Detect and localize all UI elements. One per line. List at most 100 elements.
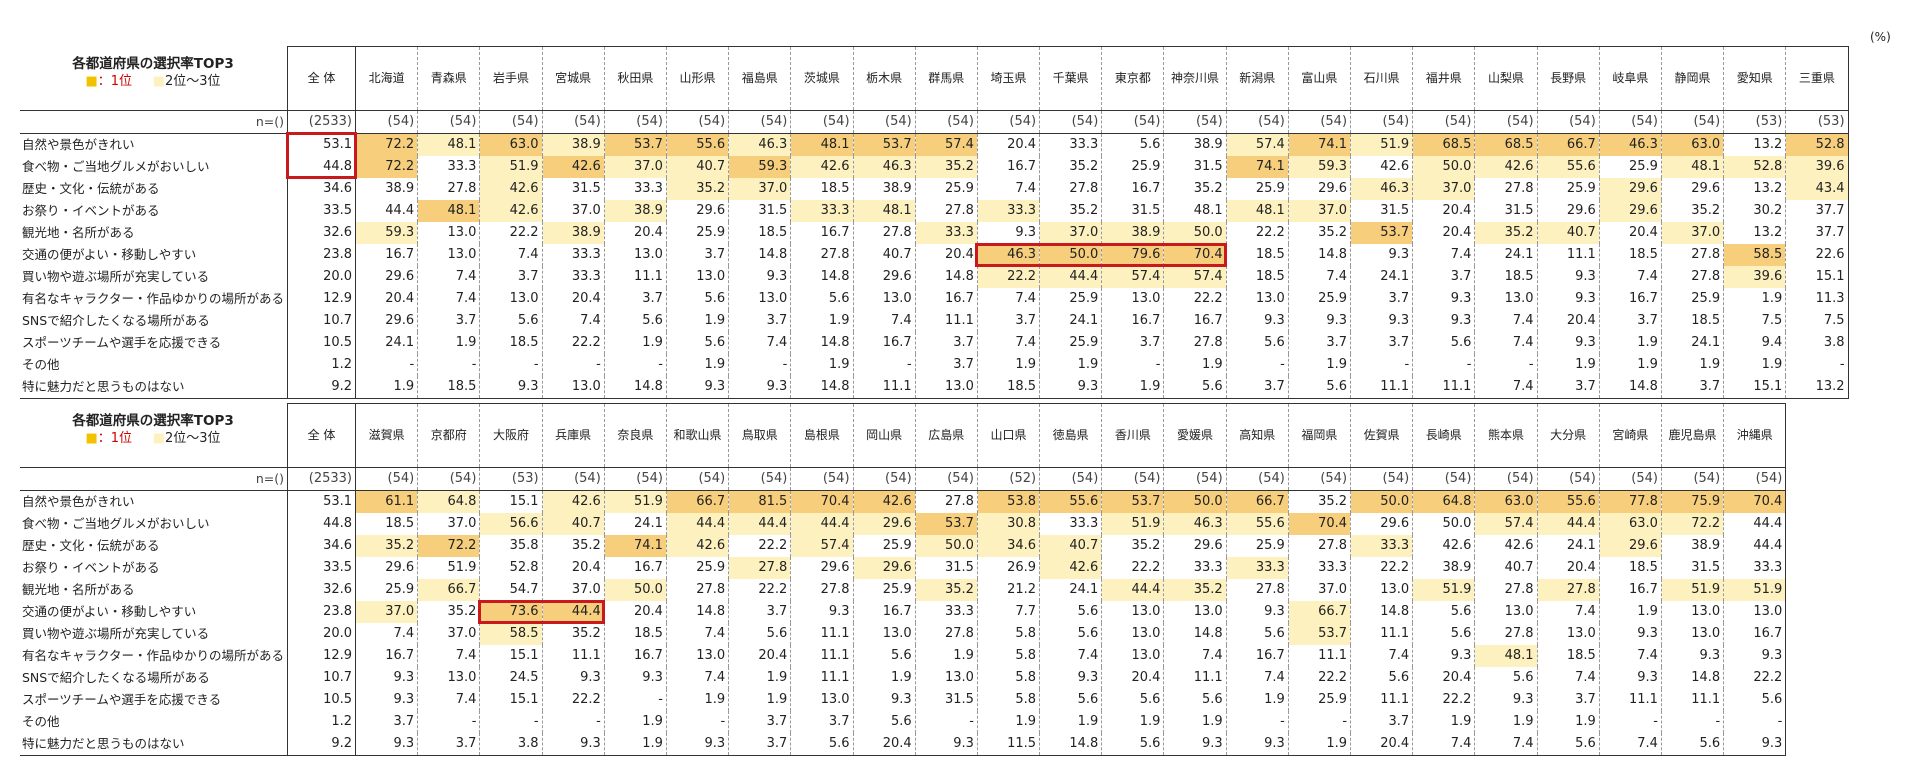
value-cell: 53.7 <box>604 133 667 156</box>
value-cell: 38.9 <box>1101 221 1165 244</box>
value-cell: 16.7 <box>853 331 916 354</box>
prefecture-header: 鳥取県 <box>728 403 792 467</box>
value-cell: 31.5 <box>1101 199 1165 222</box>
prefecture-n: (54) <box>1350 109 1414 134</box>
value-cell: 16.7 <box>1163 309 1227 332</box>
value-cell: 11.1 <box>1350 622 1414 645</box>
value-cell: 5.6 <box>1412 331 1476 354</box>
value-cell: - <box>1785 353 1849 376</box>
value-cell: 9.3 <box>977 221 1041 244</box>
value-cell: 37.0 <box>1288 578 1352 601</box>
value-cell: 38.9 <box>1412 556 1476 579</box>
prefecture-header: 広島県 <box>915 403 978 467</box>
value-cell: 44.4 <box>666 512 730 535</box>
value-cell: 37.0 <box>1288 199 1352 222</box>
value-cell: 7.4 <box>977 287 1041 310</box>
value-cell: 9.3 <box>1412 644 1476 667</box>
value-cell: 5.6 <box>666 331 730 354</box>
value-cell: 15.1 <box>1723 375 1787 399</box>
prefecture-header: 栃木県 <box>853 46 916 110</box>
value-cell: - <box>728 353 792 376</box>
value-cell: 1.9 <box>666 688 730 711</box>
value-cell: 3.7 <box>1101 331 1165 354</box>
prefecture-header: 石川県 <box>1350 46 1414 110</box>
value-cell: 27.8 <box>1537 578 1600 601</box>
row-label: 歴史・文化・伝統がある <box>20 177 289 200</box>
prefecture-n: (54) <box>666 466 730 491</box>
value-cell: 20.4 <box>853 732 916 756</box>
prefecture-n: (54) <box>417 109 481 134</box>
value-cell: 50.0 <box>1039 243 1103 266</box>
value-cell: 75.9 <box>1661 490 1725 513</box>
value-cell: 20.4 <box>728 644 792 667</box>
value-cell: 53.7 <box>1101 490 1165 513</box>
value-cell: 5.6 <box>604 309 667 332</box>
value-cell: 20.4 <box>1412 199 1476 222</box>
value-cell: 48.1 <box>417 199 481 222</box>
value-cell: 11.1 <box>1350 375 1414 399</box>
row-label: 食べ物・ご当地グルメがおいしい <box>20 155 289 178</box>
row-label: 有名なキャラクター・作品ゆかりの場所がある <box>20 287 289 310</box>
value-cell: 52.8 <box>1785 133 1849 156</box>
prefecture-n: (54) <box>728 466 792 491</box>
value-cell: - <box>1599 710 1662 733</box>
value-cell: 72.2 <box>355 155 419 178</box>
value-cell: 27.8 <box>666 578 730 601</box>
value-cell: 44.4 <box>790 512 854 535</box>
value-cell: 14.8 <box>728 243 792 266</box>
value-cell: 22.2 <box>1723 666 1787 689</box>
value-cell: 14.8 <box>604 375 667 399</box>
value-cell: 1.9 <box>1723 353 1787 376</box>
row-label: SNSで紹介したくなる場所がある <box>20 666 289 689</box>
value-cell: 66.7 <box>1226 490 1289 513</box>
legend-second-label: 2位～3位 <box>165 430 221 446</box>
value-cell: 57.4 <box>915 133 978 156</box>
value-cell: 14.8 <box>790 375 854 399</box>
value-cell: 44.4 <box>1723 512 1787 535</box>
value-cell: 15.1 <box>1785 265 1849 288</box>
value-cell: 13.0 <box>666 644 730 667</box>
value-cell: 51.9 <box>1101 512 1165 535</box>
value-cell: 3.7 <box>1350 331 1414 354</box>
value-cell: 33.3 <box>915 600 978 623</box>
table-row: スポーツチームや選手を応援できる 10.5 9.3 7.4 15.1 22.2-1.9 1.… <box>20 688 1787 711</box>
value-cell: 33.3 <box>1163 556 1227 579</box>
value-cell: 7.4 <box>1474 309 1538 332</box>
value-cell: 22.2 <box>1288 666 1352 689</box>
row-label: お祭り・イベントがある <box>20 556 289 579</box>
header-row: 各都道府県の選択率TOP3 ■：1位 ■2位～3位全 体北海道 青森県 岩手県 宮城県秋… <box>20 46 1849 110</box>
value-cell: 24.1 <box>604 512 667 535</box>
value-cell: 7.4 <box>1599 644 1662 667</box>
value-cell: 57.4 <box>1474 512 1538 535</box>
value-cell: 1.9 <box>1163 710 1227 733</box>
value-cell: 25.9 <box>1599 155 1662 178</box>
value-cell: 35.2 <box>542 534 605 557</box>
legend-second-swatch-icon: ■ <box>152 430 165 446</box>
value-cell: 22.2 <box>728 578 792 601</box>
value-cell: 37.0 <box>355 600 419 623</box>
value-cell: 44.4 <box>1723 534 1787 557</box>
value-cell: 37.0 <box>1039 221 1103 244</box>
value-cell: 9.3 <box>1537 265 1600 288</box>
row-label: スポーツチームや選手を応援できる <box>20 688 289 711</box>
value-cell: 57.4 <box>1163 265 1227 288</box>
value-cell: 51.9 <box>1350 133 1414 156</box>
value-cell: 13.0 <box>1661 600 1725 623</box>
value-cell: 7.4 <box>1474 331 1538 354</box>
value-cell: 9.3 <box>1226 309 1289 332</box>
value-cell: 11.1 <box>1350 688 1414 711</box>
value-cell: 1.9 <box>1101 375 1165 399</box>
value-cell: 31.5 <box>915 556 978 579</box>
value-cell: 9.3 <box>1537 331 1600 354</box>
value-cell: 29.6 <box>1537 199 1600 222</box>
value-cell: 27.8 <box>1661 265 1725 288</box>
value-cell: 33.3 <box>604 177 667 200</box>
prefecture-header: 北海道 <box>355 46 419 110</box>
value-cell: 5.6 <box>853 644 916 667</box>
prefecture-header: 岐阜県 <box>1599 46 1662 110</box>
value-cell: 25.9 <box>853 534 916 557</box>
top3-table-1: 各都道府県の選択率TOP3 ■：1位 ■2位～3位全 体北海道 青森県 岩手県 宮城県秋… <box>20 46 1900 399</box>
prefecture-n: (54) <box>542 466 605 491</box>
value-cell: 3.7 <box>417 309 481 332</box>
value-cell: - <box>604 353 667 376</box>
